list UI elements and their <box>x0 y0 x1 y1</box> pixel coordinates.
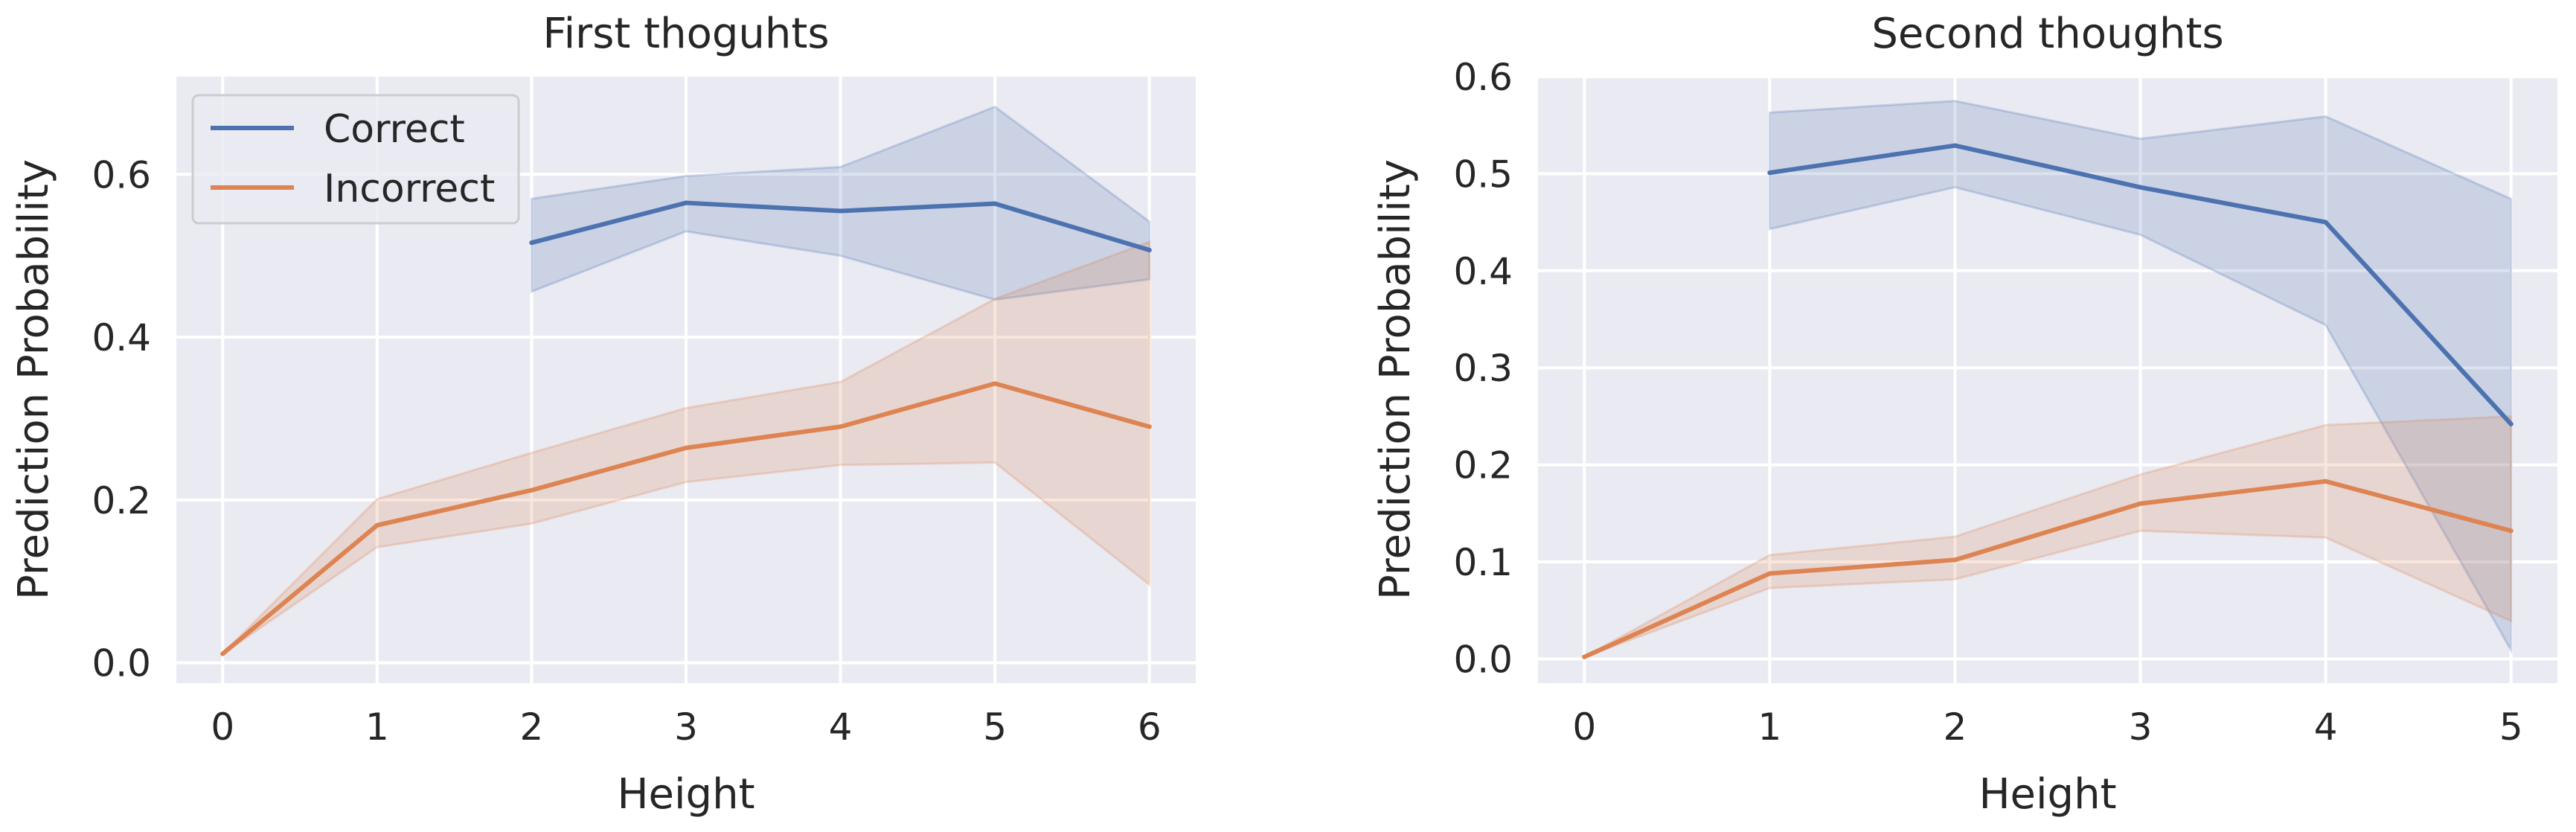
x-tick-label: 1 <box>365 705 389 749</box>
grid <box>176 77 1196 683</box>
y-tick-label: 0.5 <box>1453 153 1513 196</box>
x-tick-label: 2 <box>520 705 544 749</box>
tick-labels: 0 1 2 3 4 5 6 0.0 0.2 0.4 0.6 <box>92 153 1161 749</box>
series-lines <box>1582 143 2513 659</box>
data-point-correct <box>1767 170 1772 176</box>
x-tick-label: 2 <box>1944 705 1967 749</box>
data-point-incorrect <box>529 487 534 493</box>
x-tick-label: 5 <box>2499 705 2523 749</box>
confidence-band-incorrect <box>1583 415 2513 659</box>
data-point-correct <box>2138 185 2143 190</box>
y-tick-label: 0.4 <box>92 316 151 359</box>
tick-labels: 0 1 2 3 4 5 0.0 0.1 0.2 0.3 0.4 0.5 0.6 <box>1453 56 2522 749</box>
y-tick-label: 0.1 <box>1453 541 1513 584</box>
x-axis-label: Height <box>617 770 754 819</box>
y-tick-label: 0.4 <box>1453 250 1513 293</box>
data-point-correct <box>1952 143 1958 148</box>
x-tick-label: 1 <box>1758 705 1781 749</box>
x-tick-label: 4 <box>829 705 853 749</box>
data-point-incorrect <box>1582 654 1587 659</box>
x-tick-label: 5 <box>983 705 1007 749</box>
x-tick-label: 3 <box>674 705 698 749</box>
y-tick-label: 0.6 <box>92 153 151 196</box>
x-tick-label: 0 <box>1572 705 1596 749</box>
data-point-incorrect <box>374 522 379 528</box>
data-point-incorrect <box>2508 528 2513 534</box>
chart-first-thoughts: 0 1 2 3 4 5 6 0.0 0.2 0.4 0.6 First thoguhts Heigh… <box>10 10 1196 819</box>
y-axis-label: Prediction Probability <box>10 159 58 600</box>
y-tick-label: 0.6 <box>1453 56 1513 99</box>
legend-label-incorrect: Incorrect <box>324 167 495 211</box>
y-tick-label: 0.0 <box>92 642 151 685</box>
data-point-correct <box>1147 248 1152 253</box>
data-point-incorrect <box>1952 557 1958 563</box>
chart-title: Second thoughts <box>1871 10 2223 58</box>
chart-title: First thoguhts <box>542 10 829 58</box>
data-point-incorrect <box>1767 571 1772 576</box>
data-point-correct <box>993 201 998 206</box>
x-tick-label: 6 <box>1138 705 1162 749</box>
plot-area <box>1538 77 2557 683</box>
x-tick-label: 3 <box>2129 705 2153 749</box>
series-lines <box>220 200 1152 656</box>
data-point-incorrect <box>993 381 998 386</box>
grid <box>1538 75 2557 683</box>
data-point-incorrect <box>2323 479 2328 484</box>
data-point-correct <box>684 200 688 205</box>
data-point-correct <box>529 240 534 246</box>
y-axis-label: Prediction Probability <box>1371 159 1420 600</box>
x-axis-label: Height <box>1979 770 2116 819</box>
data-point-incorrect <box>838 424 843 429</box>
y-tick-label: 0.0 <box>1453 638 1513 681</box>
data-point-correct <box>2508 421 2513 426</box>
confidence-band-correct <box>530 105 1151 301</box>
x-tick-label: 4 <box>2314 705 2338 749</box>
confidence-band-correct <box>1768 100 2513 655</box>
y-tick-label: 0.3 <box>1453 347 1513 390</box>
data-point-incorrect <box>684 445 688 450</box>
series-line-incorrect <box>1582 479 2513 659</box>
data-point-incorrect <box>220 651 225 656</box>
y-tick-label: 0.2 <box>92 479 151 522</box>
x-tick-label: 0 <box>211 705 234 749</box>
legend-label-correct: Correct <box>324 107 465 152</box>
data-point-correct <box>838 208 843 214</box>
chart-second-thoughts: 0 1 2 3 4 5 0.0 0.1 0.2 0.3 0.4 0.5 0.6 Second thoug… <box>1371 10 2557 819</box>
confidence-bands <box>1583 100 2513 659</box>
data-point-correct <box>2323 220 2328 225</box>
y-tick-label: 0.2 <box>1453 444 1513 487</box>
legend: Correct Incorrect <box>191 94 520 225</box>
data-point-incorrect <box>2138 501 2143 506</box>
data-point-incorrect <box>1147 424 1152 429</box>
